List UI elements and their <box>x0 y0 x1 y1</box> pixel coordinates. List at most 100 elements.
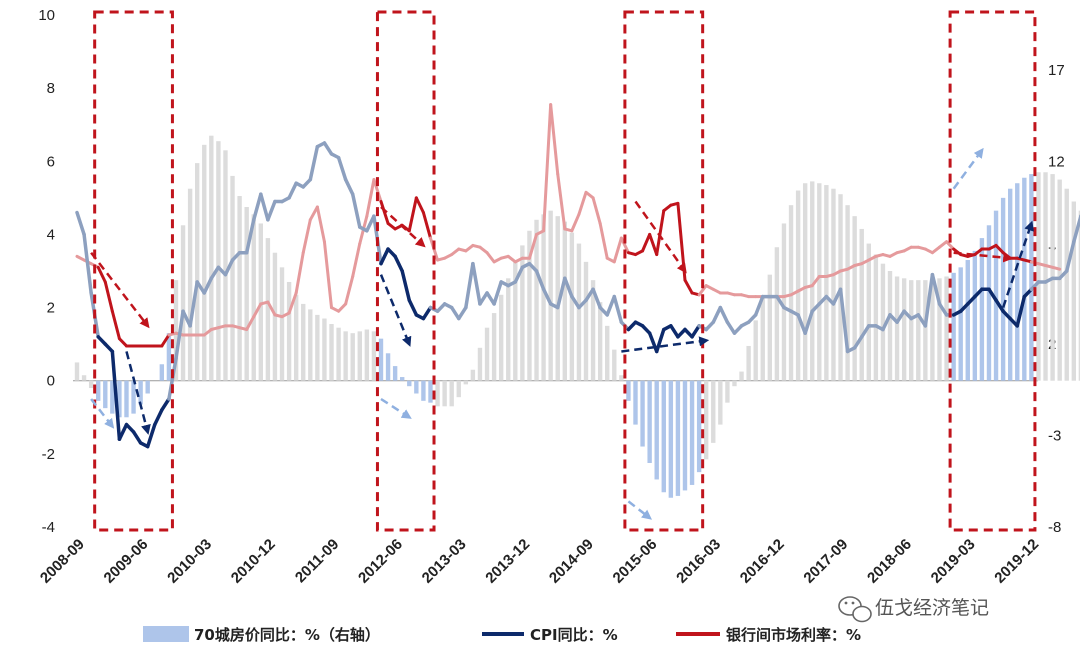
housing-bar <box>810 181 815 381</box>
cpi-up-arrow <box>1001 220 1034 308</box>
cpi-segment <box>923 272 935 328</box>
left-tick-label: 0 <box>47 373 55 390</box>
housing-bar <box>230 175 235 381</box>
interbank-rate-segment <box>598 221 609 260</box>
housing-bar <box>301 303 306 381</box>
housing-bar <box>378 338 384 381</box>
left-tick-label: 6 <box>47 153 55 170</box>
housing-bar <box>88 380 94 389</box>
cpi-segment <box>110 349 122 441</box>
housing-bar <box>173 280 179 381</box>
interbank-rate-segment <box>527 232 539 260</box>
housing-bar <box>767 274 773 381</box>
cpi-segment <box>937 302 949 317</box>
housing-bar <box>81 375 87 381</box>
housing-bar <box>704 380 709 460</box>
housing-bar <box>732 380 737 387</box>
housing-bar <box>718 380 723 425</box>
cpi-segment <box>492 280 503 306</box>
legend-label-cpi: CPI同比：% <box>530 626 618 644</box>
housing-bar <box>739 371 744 381</box>
housing-bar <box>180 225 186 381</box>
interbank-rate-segment <box>117 337 128 348</box>
housing-bar <box>711 380 716 443</box>
housing-bar <box>202 144 207 381</box>
housing-bar <box>859 228 864 381</box>
housing-bar <box>1043 172 1048 381</box>
right-tick-label: -3 <box>1048 428 1061 445</box>
cpi-segment <box>421 305 433 321</box>
interbank-rate-segment <box>315 205 326 244</box>
housing-bar <box>272 252 278 381</box>
cpi-segment <box>75 210 86 237</box>
housing-bar <box>1078 210 1080 381</box>
cpi-segment <box>266 199 277 222</box>
cpi-segment <box>471 261 482 306</box>
housing-bar <box>400 377 405 381</box>
legend-swatch-bars <box>143 626 189 642</box>
x-tick-label: 2018-06 <box>864 536 915 587</box>
cpi-segment <box>541 287 553 306</box>
cpi-segment <box>202 276 214 295</box>
housing-bar <box>923 280 928 381</box>
housing-bar <box>484 327 490 381</box>
interbank-rate-segment <box>294 251 305 295</box>
cpi-segment <box>167 357 178 401</box>
cpi-segment <box>160 397 171 412</box>
cpi-segment <box>803 309 814 335</box>
housing-bar <box>852 216 857 381</box>
housing-bar <box>343 331 348 381</box>
interbank-rate-segment <box>994 243 1005 255</box>
housing-bar <box>371 331 377 381</box>
interbank-rate-segment <box>655 209 666 257</box>
housing-bar <box>258 223 264 381</box>
x-tick-label: 2008-09 <box>37 536 88 587</box>
interbank-rate-segment <box>365 178 376 218</box>
housing-bar <box>145 380 150 394</box>
housing-bar <box>1057 179 1062 381</box>
housing-bar <box>470 369 476 381</box>
cpi-segment <box>153 408 164 427</box>
rate-down-arrow <box>380 206 426 248</box>
housing-bar <box>746 345 751 381</box>
highlight-box <box>623 10 705 532</box>
cpi-segment <box>753 294 765 317</box>
x-tick-label: 2010-12 <box>228 536 279 587</box>
housing-bar <box>477 347 483 381</box>
cpi-segment <box>895 309 906 324</box>
housing-bar <box>583 261 589 381</box>
right-tick-label: 12 <box>1048 153 1065 170</box>
housing-bar <box>689 380 695 485</box>
housing-bar <box>951 272 956 381</box>
cpi-segment <box>478 291 489 306</box>
housing-bar <box>930 280 935 381</box>
interbank-rate-segment <box>266 300 277 317</box>
x-tick-label: 2019-03 <box>928 536 979 587</box>
housing-bar <box>781 223 787 381</box>
cpi-segment <box>1064 239 1076 273</box>
cpi-segment <box>612 294 624 324</box>
cpi-segment <box>287 181 298 200</box>
house-down-arrow <box>627 500 653 520</box>
housing-bar <box>831 188 836 381</box>
legend-label-bars: 70城房价同比：%（右轴） <box>194 626 380 644</box>
interbank-rate-segment <box>648 232 659 257</box>
interbank-rate-segment <box>556 172 567 231</box>
interbank-rate-segment <box>407 196 418 233</box>
housing-bar <box>562 221 567 381</box>
housing-bar <box>1015 183 1020 381</box>
cpi-segment <box>654 327 666 354</box>
housing-bar <box>428 380 433 403</box>
housing-bar <box>640 380 645 447</box>
housing-bar <box>265 238 271 381</box>
housing-bar <box>569 232 575 381</box>
cpi-segment <box>987 287 998 303</box>
interbank-rate-segment <box>421 210 432 240</box>
interbank-rate-segment <box>110 309 121 341</box>
housing-bar <box>696 380 702 473</box>
interbank-rate-segment <box>379 200 390 225</box>
legend-label-rate: 银行间市场利率：% <box>726 626 861 644</box>
housing-bar <box>194 163 200 381</box>
housing-bar <box>993 210 999 381</box>
housing-bar <box>661 380 666 493</box>
